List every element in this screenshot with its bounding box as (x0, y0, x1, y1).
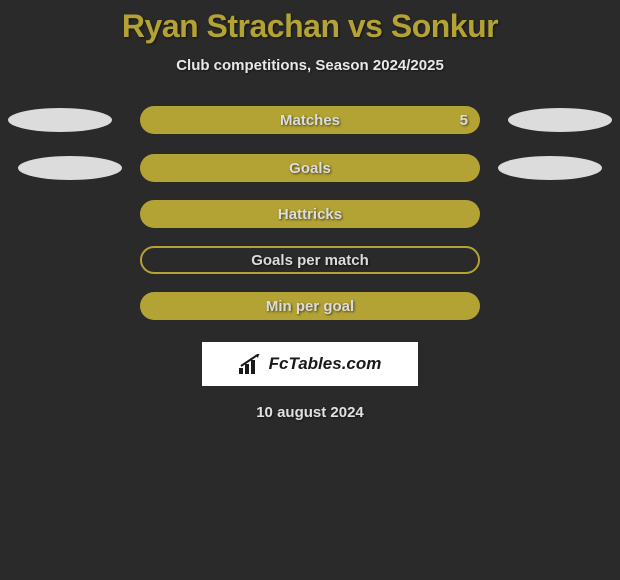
ellipse-left (8, 108, 112, 132)
stat-bar: Hattricks (140, 200, 480, 228)
stat-value: 5 (460, 112, 468, 129)
stat-bar: Goals per match (140, 246, 480, 274)
stat-bar: Matches 5 (140, 106, 480, 134)
comparison-infographic: Ryan Strachan vs Sonkur Club competition… (0, 0, 620, 580)
page-subtitle: Club competitions, Season 2024/2025 (176, 57, 444, 74)
stat-row-hattricks: Hattricks (0, 200, 620, 228)
source-logo: FcTables.com (202, 342, 418, 386)
stat-row-mpg: Min per goal (0, 292, 620, 320)
ellipse-left (18, 156, 122, 180)
comparison-rows: Matches 5 Goals Hattricks Goals per matc… (0, 106, 620, 320)
stat-label: Matches (280, 112, 340, 129)
stat-row-matches: Matches 5 (0, 106, 620, 134)
stat-label: Hattricks (278, 206, 342, 223)
infographic-date: 10 august 2024 (256, 404, 364, 421)
stat-row-goals: Goals (0, 154, 620, 182)
fctables-icon (239, 354, 263, 374)
logo-text: FcTables.com (269, 354, 382, 374)
stat-label: Min per goal (266, 298, 354, 315)
page-title: Ryan Strachan vs Sonkur (122, 8, 498, 45)
stat-label: Goals (289, 160, 331, 177)
stat-label: Goals per match (251, 252, 369, 269)
stat-row-gpm: Goals per match (0, 246, 620, 274)
stat-bar: Goals (140, 154, 480, 182)
ellipse-right (498, 156, 602, 180)
stat-bar: Min per goal (140, 292, 480, 320)
ellipse-right (508, 108, 612, 132)
